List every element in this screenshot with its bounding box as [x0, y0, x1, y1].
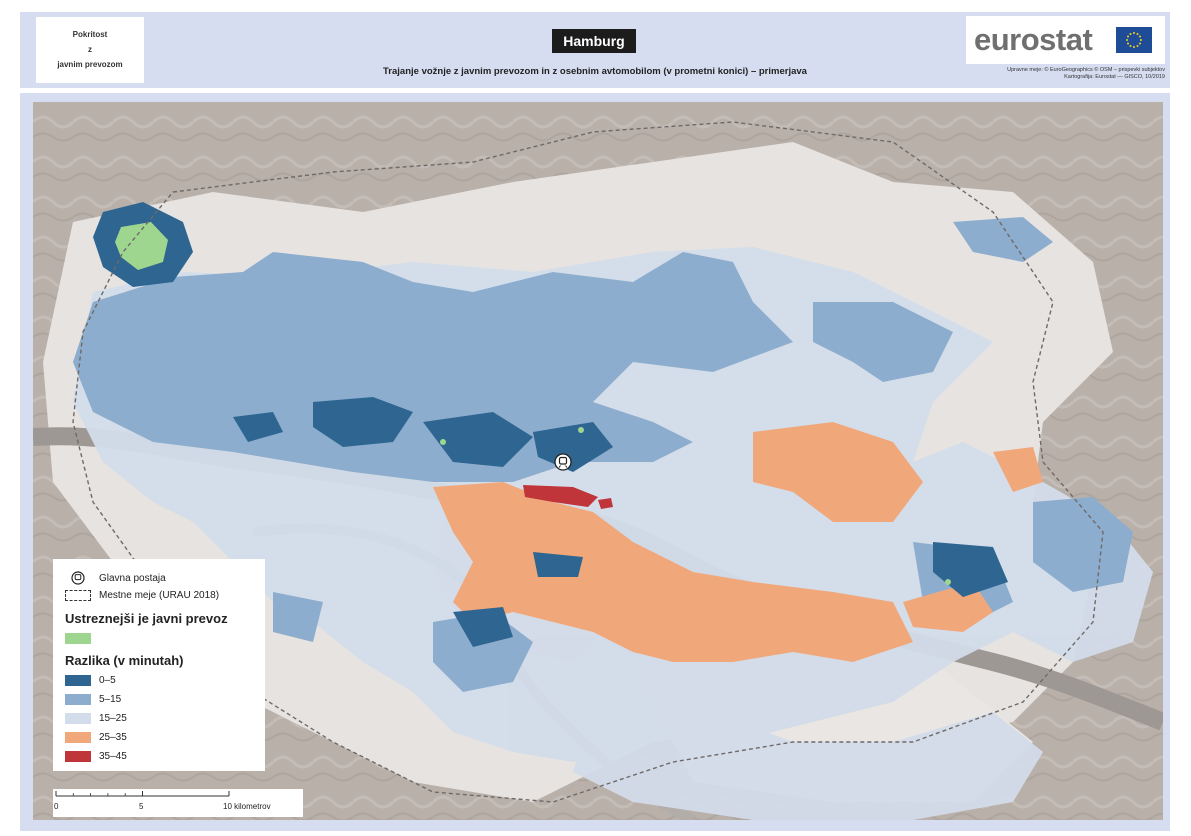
- legend-class-row: 35–45: [65, 751, 127, 762]
- city-title: Hamburg: [552, 29, 636, 53]
- credits: Upravne meje: © EuroGeographics © OSM – …: [905, 67, 1165, 81]
- legend-class-row: 25–35: [65, 732, 127, 743]
- zone-0-5: [93, 202, 1008, 647]
- class-25-35-swatch: [65, 732, 91, 743]
- legend-class-row: 15–25: [65, 713, 127, 724]
- legend-diff-heading: Razlika (v minutah): [65, 653, 184, 668]
- legend-better-pt-heading: Ustreznejši je javni prevoz: [65, 611, 228, 626]
- eu-flag-icon: [1116, 27, 1152, 53]
- map-frame: Glavna postaja Mestne meje (URAU 2018) U…: [20, 93, 1170, 831]
- credit-line-1: Upravne meje: © EuroGeographics © OSM – …: [1007, 67, 1165, 73]
- legend-boundary-label: Mestne meje (URAU 2018): [99, 590, 220, 601]
- zone-35-45: [523, 485, 598, 507]
- city-boundary: [72, 121, 1104, 803]
- logo-wordmark: eurostat: [974, 22, 1093, 57]
- class-0-5-label: 0–5: [99, 675, 116, 686]
- legend-class-row: 0–5: [65, 675, 116, 686]
- eurostat-logo: eurostat: [966, 16, 1165, 64]
- scale-bar-ruler: [55, 791, 230, 797]
- boundary-swatch: [65, 590, 91, 601]
- topic-line-1: Pokritost: [72, 30, 108, 39]
- zone-better-pt: [115, 222, 951, 585]
- class-25-35-label: 25–35: [99, 732, 127, 743]
- topic-line-2: z: [88, 45, 92, 54]
- credit-line-2: Kartografija: Eurostat — GISCO, 10/2019: [1064, 74, 1165, 80]
- map-canvas: [33, 102, 1163, 820]
- class-5-15-swatch: [65, 694, 91, 705]
- legend-better-pt-row: [65, 633, 99, 644]
- better-pt-swatch: [65, 633, 91, 644]
- train-station-icon: [554, 453, 572, 471]
- class-15-25-swatch: [65, 713, 91, 724]
- scale-label-5: 5: [139, 802, 144, 811]
- scale-label-0: 0: [54, 802, 59, 811]
- scale-bar: 0 5 10 kilometrov: [53, 789, 303, 817]
- header-band: Pokritost z javnim prevozom Hamburg Traj…: [20, 12, 1170, 88]
- topic-line-3: javnim prevozom: [57, 60, 123, 69]
- legend-station-label: Glavna postaja: [99, 572, 166, 584]
- legend-class-row: 5–15: [65, 694, 121, 705]
- class-35-45-label: 35–45: [99, 751, 127, 762]
- class-35-45-swatch: [65, 751, 91, 762]
- class-15-25-label: 15–25: [99, 713, 127, 724]
- legend: Glavna postaja Mestne meje (URAU 2018) U…: [53, 559, 265, 771]
- scale-label-10: 10 kilometrov: [223, 802, 271, 811]
- class-0-5-swatch: [65, 675, 91, 686]
- topic-box: Pokritost z javnim prevozom: [36, 17, 144, 83]
- train-station-icon: [71, 571, 85, 585]
- legend-boundary-row: Mestne meje (URAU 2018): [65, 590, 219, 601]
- zone-35-45-small: [598, 498, 613, 509]
- class-5-15-label: 5–15: [99, 694, 122, 705]
- map-subtitle: Trajanje vožnje z javnim prevozom in z o…: [383, 66, 807, 77]
- map-area[interactable]: Glavna postaja Mestne meje (URAU 2018) U…: [33, 102, 1163, 820]
- legend-station-row: Glavna postaja: [65, 571, 166, 585]
